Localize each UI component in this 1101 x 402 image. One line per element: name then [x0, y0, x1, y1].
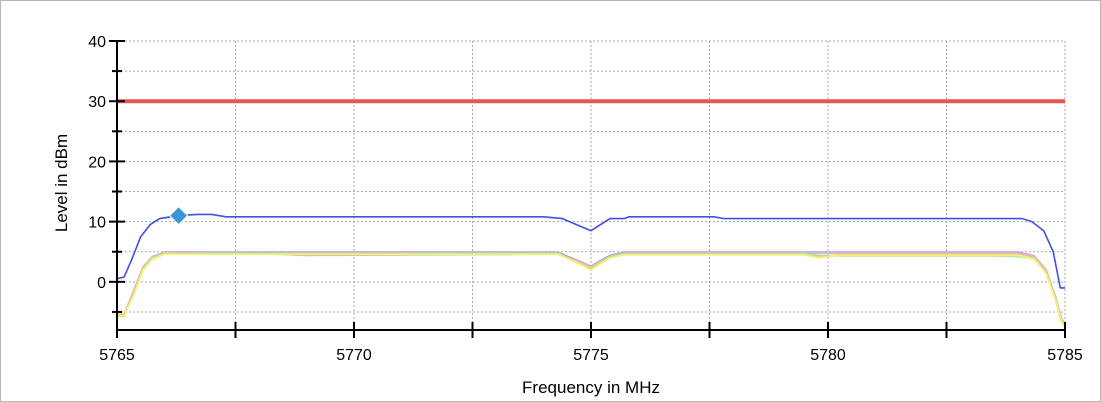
marker-layer	[168, 205, 189, 226]
marker-diamond-icon	[168, 205, 189, 226]
series-line-6	[117, 253, 1066, 329]
series-layer	[116, 213, 1066, 329]
y-tick-label: 40	[88, 34, 106, 51]
x-tick-label: 5780	[810, 347, 846, 364]
x-tick-label: 5785	[1047, 347, 1083, 364]
y-tick-label: 0	[97, 275, 106, 292]
y-tick-label: 20	[88, 154, 106, 171]
axes: 0 10 20 30 40 5765 5770 5775 5780 5785	[88, 34, 1083, 364]
y-tick-label: 10	[88, 215, 106, 232]
x-tick-label: 5770	[336, 347, 372, 364]
series-line-1	[116, 213, 1065, 289]
y-tick-label: 30	[88, 94, 106, 111]
x-tick-label: 5765	[99, 347, 135, 364]
grid	[117, 40, 1066, 330]
x-axis-title: Frequency in MHz	[522, 378, 660, 397]
x-tick-label: 5775	[573, 347, 609, 364]
y-axis-title: Level in dBm	[52, 134, 71, 232]
